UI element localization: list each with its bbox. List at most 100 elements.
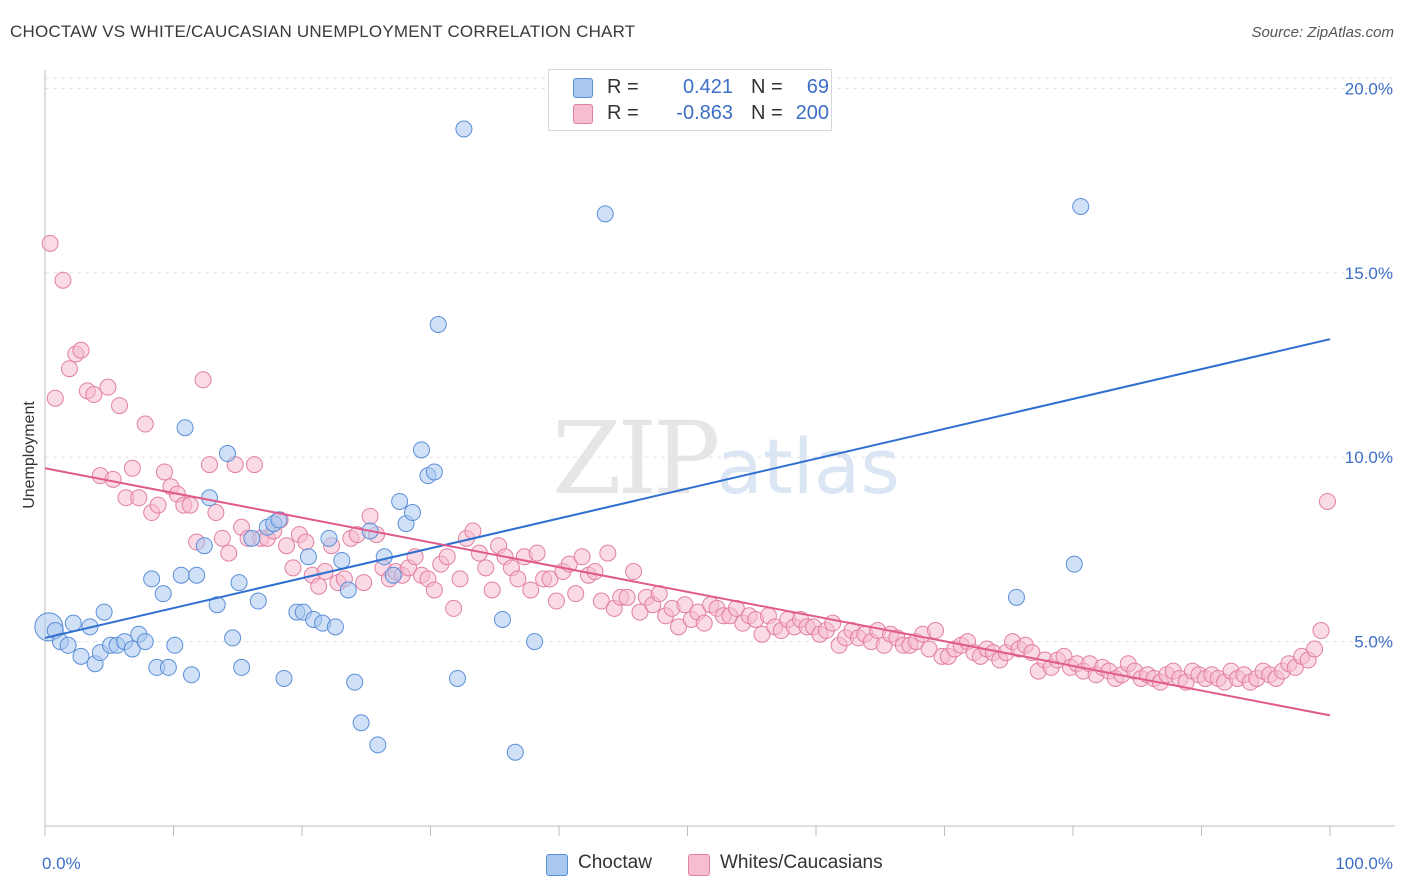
data-point-whites xyxy=(355,574,373,592)
data-point-whites xyxy=(567,585,585,603)
data-point-choctaw xyxy=(526,633,544,651)
bottom-legend-label: Whites/Caucasians xyxy=(720,852,883,873)
data-point-choctaw xyxy=(369,736,387,754)
data-point-choctaw xyxy=(154,585,172,603)
data-point-choctaw xyxy=(218,445,236,463)
data-point-choctaw xyxy=(64,614,82,632)
data-point-choctaw xyxy=(275,669,293,687)
data-point-choctaw xyxy=(195,537,213,555)
legend-r-value: -0.863 xyxy=(676,102,733,124)
data-point-whites xyxy=(245,456,263,474)
data-point-whites xyxy=(310,577,328,595)
data-point-choctaw xyxy=(59,636,77,654)
trend-line-choctaw xyxy=(44,338,1331,639)
data-point-whites xyxy=(528,544,546,562)
data-point-choctaw xyxy=(188,566,206,584)
data-point-choctaw xyxy=(72,647,90,665)
data-point-choctaw xyxy=(166,636,184,654)
data-point-whites xyxy=(425,581,443,599)
legend-n-label: N = xyxy=(751,76,783,98)
watermark-zip: ZIP xyxy=(552,400,720,517)
data-point-choctaw xyxy=(230,574,248,592)
data-point-whites xyxy=(284,559,302,577)
data-point-choctaw xyxy=(455,120,473,138)
data-point-choctaw xyxy=(233,658,251,676)
data-point-whites xyxy=(599,544,617,562)
data-point-choctaw xyxy=(384,566,402,584)
y-tick-label: 10.0% xyxy=(1345,448,1393,467)
legend-n-label: N = xyxy=(751,102,783,124)
data-point-choctaw xyxy=(243,529,261,547)
watermark: ZIPatlas xyxy=(552,400,900,517)
data-point-whites xyxy=(927,622,945,640)
data-point-whites xyxy=(573,548,591,566)
y-tick-label: 5.0% xyxy=(1354,633,1393,652)
data-point-choctaw xyxy=(1065,555,1083,573)
data-point-whites xyxy=(156,463,174,481)
data-point-whites xyxy=(72,341,90,359)
data-point-whites xyxy=(123,459,141,477)
data-point-choctaw xyxy=(429,315,447,333)
data-point-whites xyxy=(676,596,694,614)
data-point-whites xyxy=(483,581,501,599)
data-point-whites xyxy=(824,614,842,632)
data-point-choctaw xyxy=(506,743,524,761)
y-tick-label: 20.0% xyxy=(1345,79,1393,98)
data-point-choctaw xyxy=(123,640,141,658)
data-point-whites xyxy=(522,581,540,599)
data-point-whites xyxy=(54,271,72,289)
axes xyxy=(44,70,1395,836)
data-point-choctaw xyxy=(176,419,194,437)
data-point-whites xyxy=(541,570,559,588)
data-point-choctaw xyxy=(448,669,466,687)
data-point-choctaw xyxy=(249,592,267,610)
data-point-whites xyxy=(60,360,78,378)
data-point-whites xyxy=(194,371,212,389)
data-point-whites xyxy=(1312,622,1330,640)
data-point-whites xyxy=(1318,492,1336,510)
data-point-whites xyxy=(477,559,495,577)
data-point-whites xyxy=(670,618,688,636)
legend: R = 0.421 N = 69 R = -0.863 N = 200 xyxy=(548,69,832,131)
data-point-whites xyxy=(130,489,148,507)
data-point-whites xyxy=(920,640,938,658)
data-point-choctaw xyxy=(493,610,511,628)
trend-lines xyxy=(44,338,1331,717)
data-point-choctaw xyxy=(339,581,357,599)
trend-line-whites xyxy=(44,467,1331,717)
data-point-whites xyxy=(753,625,771,643)
data-point-whites xyxy=(618,588,636,606)
source-credit: Source: ZipAtlas.com xyxy=(1251,24,1394,41)
data-point-choctaw xyxy=(95,603,113,621)
data-point-choctaw xyxy=(346,673,364,691)
data-point-whites xyxy=(46,389,64,407)
y-axis-title: Unemployment xyxy=(21,401,38,509)
legend-n-value: 69 xyxy=(806,76,829,98)
tick-labels: 5.0% 10.0% 15.0% 20.0% 0.0% 100.0% xyxy=(42,79,1393,873)
series-whites-caucasians xyxy=(41,234,1336,691)
data-point-choctaw xyxy=(596,205,614,223)
data-point-whites xyxy=(41,234,59,252)
data-point-choctaw xyxy=(1007,588,1025,606)
data-point-choctaw xyxy=(182,666,200,684)
data-point-choctaw xyxy=(413,441,431,459)
data-point-choctaw xyxy=(159,658,177,676)
data-point-whites xyxy=(297,533,315,551)
legend-r-label: R = xyxy=(607,76,639,98)
data-point-whites xyxy=(451,570,469,588)
gridlines xyxy=(45,77,1395,643)
data-point-choctaw xyxy=(208,596,226,614)
data-point-whites xyxy=(592,592,610,610)
data-point-whites xyxy=(207,504,225,522)
x-tick-label: 100.0% xyxy=(1335,854,1393,873)
data-point-whites xyxy=(547,592,565,610)
data-point-whites xyxy=(99,378,117,396)
data-point-choctaw xyxy=(299,548,317,566)
data-point-choctaw xyxy=(404,504,422,522)
data-point-whites xyxy=(438,548,456,566)
data-point-whites xyxy=(111,397,129,415)
data-point-whites xyxy=(220,544,238,562)
bottom-legend-label: Choctaw xyxy=(578,852,652,873)
bottom-legend-swatch-choctaw xyxy=(546,854,568,876)
